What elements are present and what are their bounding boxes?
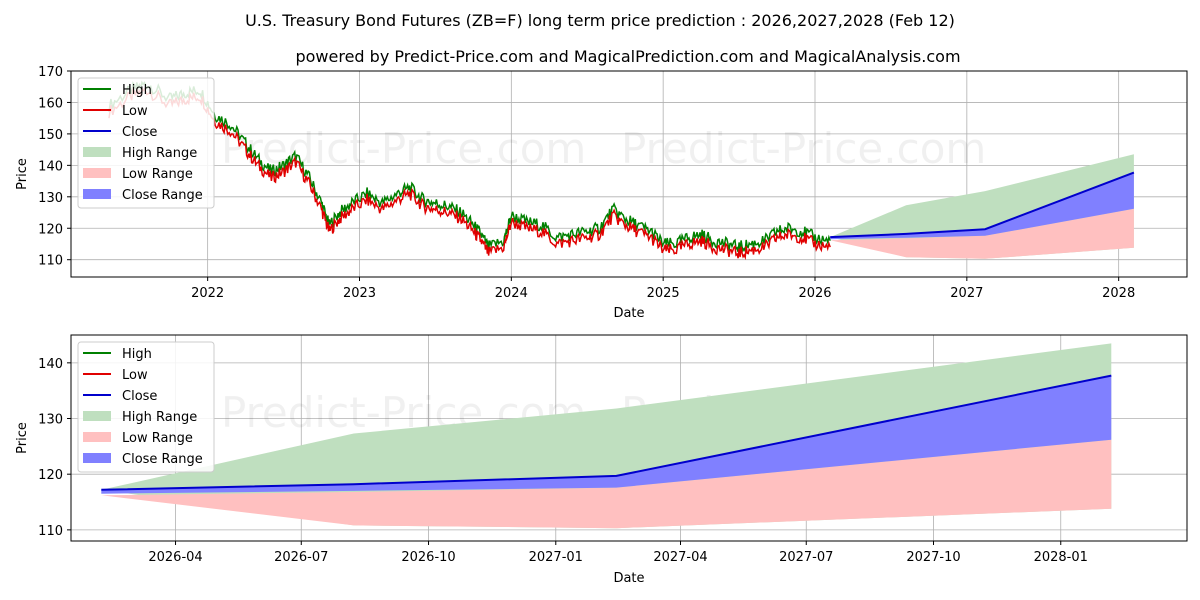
- x-tick-label: 2027-07: [779, 550, 833, 565]
- legend-low-range-label: Low Range: [122, 167, 193, 182]
- legend: High Low Close High Range Low Range Close Ran…: [77, 77, 215, 209]
- close-forecast-line: [830, 171, 1135, 239]
- legend-close-range-swatch: [83, 453, 111, 463]
- watermark-text: Predict-Price.com: [221, 124, 586, 173]
- legend-high-range-swatch: [83, 147, 111, 157]
- legend-box: [77, 77, 215, 209]
- legend-high-range-label: High Range: [122, 410, 197, 425]
- legend-high-label: High: [122, 347, 152, 362]
- legend-high-range-swatch: [83, 411, 111, 421]
- y-tick-label: 160: [38, 96, 63, 111]
- y-tick-label: 150: [38, 128, 63, 143]
- x-tick-label: 2024: [495, 286, 528, 301]
- plot-area: [108, 80, 1135, 261]
- legend-high-range-label: High Range: [122, 146, 197, 161]
- plot-frame: [70, 70, 1188, 278]
- y-tick-label: 120: [38, 468, 63, 483]
- watermark-text: Predict-Price.com: [621, 124, 986, 173]
- legend-close-label: Close: [122, 389, 157, 404]
- plot-area: [101, 343, 1112, 529]
- legend-low-label: Low: [122, 104, 148, 119]
- legend-low-range-swatch: [83, 432, 111, 442]
- y-tick-label: 140: [38, 357, 63, 372]
- y-tick-label: 110: [38, 254, 63, 269]
- y-tick-label: 110: [38, 524, 63, 539]
- x-tick-label: 2023: [343, 286, 376, 301]
- y-tick-label: 170: [38, 65, 63, 80]
- legend-close-range-label: Close Range: [122, 188, 203, 203]
- y-axis-label: Price: [15, 422, 30, 454]
- low-history-line: [108, 86, 831, 261]
- x-tick-label: 2026: [798, 286, 831, 301]
- x-tick-label: 2028: [1102, 286, 1135, 301]
- close-forecast-line: [101, 374, 1112, 491]
- x-tick-label: 2027-01: [529, 550, 583, 565]
- legend-close-label: Close: [122, 125, 157, 140]
- close-range-band: [830, 172, 1134, 240]
- x-tick-label: 2027: [950, 286, 983, 301]
- x-axis-label: Date: [613, 571, 644, 586]
- y-tick-label: 120: [38, 222, 63, 237]
- top-chart: Predict-Price.com Predict-Price.com 2022 20…: [15, 65, 1188, 321]
- legend-close-range-label: Close Range: [122, 452, 203, 467]
- legend-low-label: Low: [122, 368, 148, 383]
- y-tick-label: 130: [38, 413, 63, 428]
- x-axis-label: Date: [613, 306, 644, 321]
- y-tick-label: 140: [38, 159, 63, 174]
- legend: High Low Close High Range Low Range Close Ran…: [77, 341, 215, 473]
- bottom-chart: Predict-Price.comPredict-Price.com2026-0…: [15, 334, 1188, 586]
- legend-high-label: High: [122, 83, 152, 98]
- y-axis-label: Price: [15, 158, 30, 190]
- plot-frame: [70, 334, 1188, 542]
- y-tick-label: 130: [38, 191, 63, 206]
- chart-title: U.S. Treasury Bond Futures (ZB=F) long t…: [245, 11, 955, 30]
- x-tick-label: 2026-07: [274, 550, 328, 565]
- low-range-band: [101, 439, 1112, 529]
- low-range-band: [830, 208, 1134, 259]
- legend-low-range-label: Low Range: [122, 431, 193, 446]
- x-tick-label: 2028-01: [1034, 550, 1088, 565]
- x-tick-label: 2027-10: [906, 550, 960, 565]
- legend-box: [77, 341, 215, 473]
- legend-close-range-swatch: [83, 189, 111, 199]
- legend-low-range-swatch: [83, 168, 111, 178]
- high-history-line: [108, 80, 831, 254]
- x-tick-label: 2026-10: [401, 550, 455, 565]
- x-tick-label: 2022: [191, 286, 224, 301]
- x-tick-label: 2026-04: [148, 550, 202, 565]
- x-tick-label: 2025: [647, 286, 680, 301]
- chart-subtitle: powered by Predict-Price.com and Magical…: [295, 47, 960, 66]
- close-range-band: [101, 375, 1112, 494]
- x-tick-label: 2027-04: [653, 550, 707, 565]
